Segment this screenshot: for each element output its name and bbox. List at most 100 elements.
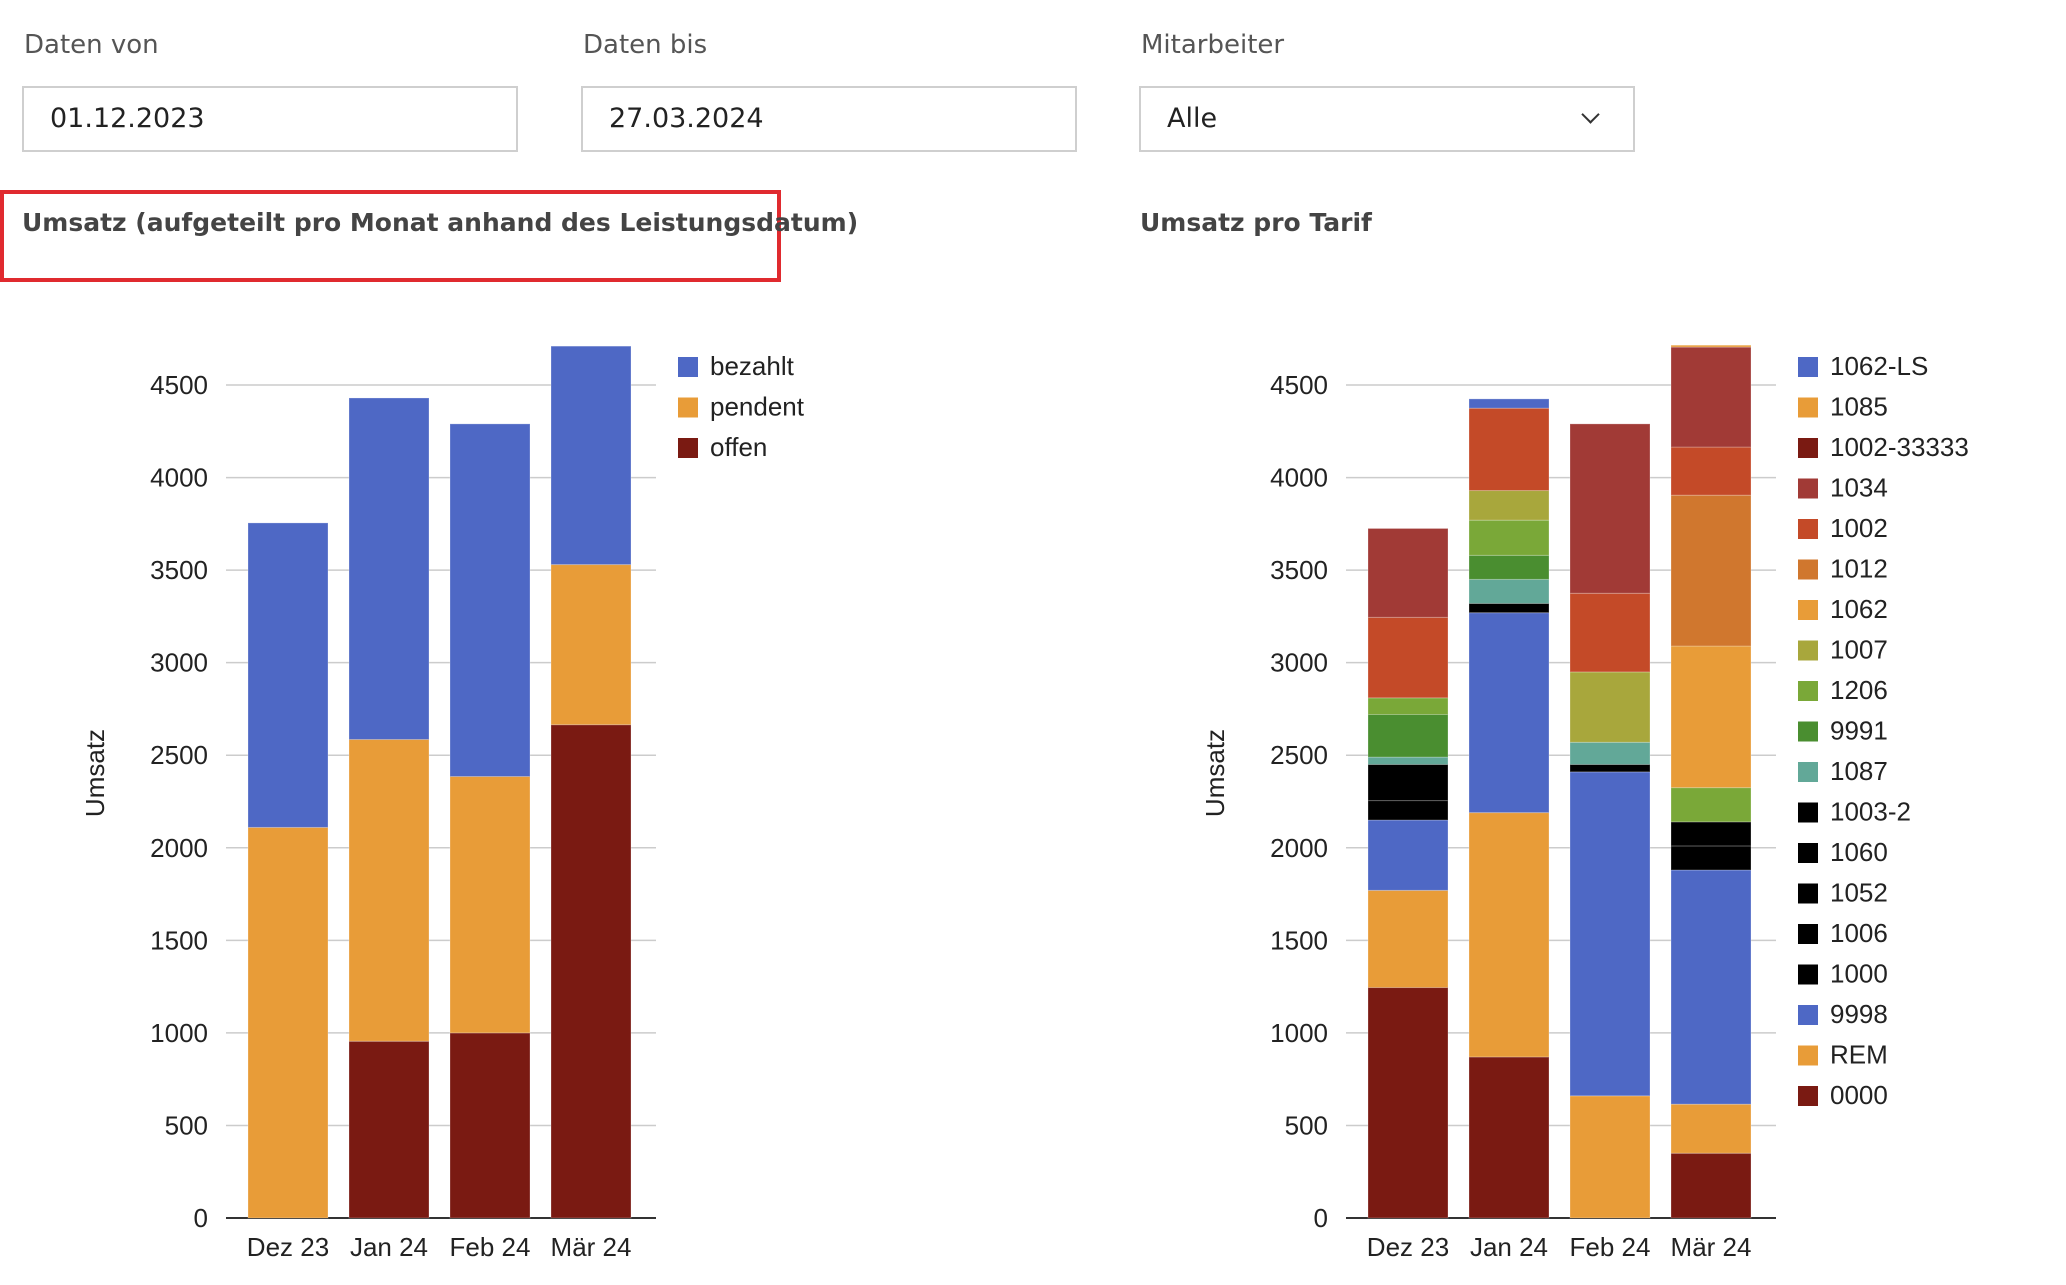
- y-tick-label: 500: [1285, 1110, 1328, 1140]
- legend-label[interactable]: offen: [710, 432, 767, 462]
- bar-segment-bezahlt-Feb-24[interactable]: [449, 423, 531, 778]
- legend-label[interactable]: 1007: [1830, 635, 1888, 665]
- date-to-input[interactable]: [609, 89, 1029, 149]
- legend-swatch: [1798, 519, 1818, 539]
- legend-swatch: [678, 438, 698, 458]
- bar-segment-pendent-Mär-24[interactable]: [550, 564, 632, 726]
- legend-label[interactable]: 1002: [1830, 513, 1888, 543]
- bar-segment-pendent-Feb-24[interactable]: [449, 776, 531, 1034]
- bar-segment-9998-Mär-24[interactable]: [1670, 869, 1752, 1105]
- bar-segment-bezahlt-Mär-24[interactable]: [550, 345, 632, 566]
- legend-label[interactable]: 1062-LS: [1830, 351, 1928, 381]
- legend-label[interactable]: 1003-2: [1830, 797, 1911, 827]
- bar-segment-9998-Jan-24[interactable]: [1468, 612, 1550, 814]
- legend-label[interactable]: 1052: [1830, 878, 1888, 908]
- legend-swatch: [1798, 721, 1818, 742]
- date-from-input[interactable]: [50, 89, 470, 149]
- legend-label[interactable]: 9991: [1830, 716, 1888, 746]
- bar-segment-1062-Mär-24[interactable]: [1670, 645, 1752, 789]
- legend-label[interactable]: 0000: [1830, 1080, 1888, 1110]
- legend-label[interactable]: bezahlt: [710, 351, 795, 381]
- chevron-down-icon: [1581, 105, 1600, 124]
- y-tick-label: 3000: [1270, 648, 1328, 678]
- legend-label[interactable]: 1087: [1830, 756, 1888, 786]
- y-tick-label: 3500: [150, 555, 208, 585]
- bar-segment-9998-Dez-23[interactable]: [1367, 819, 1449, 891]
- bar-segment-9991-Dez-23[interactable]: [1367, 714, 1449, 758]
- bar-segment-1087-Dez-23[interactable]: [1367, 756, 1449, 765]
- legend-label[interactable]: 1062: [1830, 594, 1888, 624]
- bar-segment-bezahlt-Jan-24[interactable]: [348, 397, 430, 740]
- legend-label[interactable]: pendent: [710, 392, 805, 422]
- bar-segment-1087-Jan-24[interactable]: [1468, 578, 1550, 604]
- bar-segment-1003-2-Jan-24[interactable]: [1468, 602, 1550, 614]
- bar-segment-1002-Mär-24[interactable]: [1670, 446, 1752, 496]
- bar-segment-REM-Jan-24[interactable]: [1468, 812, 1550, 1058]
- highlight-box: [0, 190, 781, 282]
- bar-segment-1206-Jan-24[interactable]: [1468, 519, 1550, 556]
- legend-swatch: [1798, 438, 1818, 458]
- bar-segment-9991-Jan-24[interactable]: [1468, 554, 1550, 580]
- bar-segment-1002-Jan-24[interactable]: [1468, 407, 1550, 492]
- legend-label[interactable]: 1006: [1830, 918, 1888, 948]
- legend-label[interactable]: 1012: [1830, 554, 1888, 584]
- employee-select-value: Alle: [1167, 103, 1218, 134]
- legend-label[interactable]: REM: [1830, 1040, 1888, 1070]
- bar-segment-0000-Mär-24[interactable]: [1670, 1152, 1752, 1219]
- bar-segment-1000-Dez-23[interactable]: [1367, 800, 1449, 821]
- bar-segment-REM-Feb-24[interactable]: [1569, 1095, 1651, 1219]
- legend-swatch: [678, 397, 698, 418]
- bar-segment-pendent-Jan-24[interactable]: [348, 739, 430, 1042]
- y-tick-label: 1500: [1270, 925, 1328, 955]
- legend-swatch: [1798, 964, 1818, 985]
- date-from-field[interactable]: [22, 86, 518, 152]
- bar-segment-1000-Mär-24[interactable]: [1670, 845, 1752, 871]
- bar-segment-bezahlt-Dez-23[interactable]: [247, 522, 329, 828]
- legend-swatch: [678, 357, 698, 377]
- legend-label[interactable]: 1060: [1830, 837, 1888, 867]
- bar-segment-1062-LS-Jan-24[interactable]: [1468, 398, 1550, 409]
- bar-segment-1007-Feb-24[interactable]: [1569, 671, 1651, 743]
- y-tick-label: 1000: [1270, 1018, 1328, 1048]
- y-axis-label: Umsatz: [1200, 729, 1230, 817]
- bar-segment-1085-Mär-24[interactable]: [1670, 344, 1752, 348]
- bar-segment-0000-Jan-24[interactable]: [1468, 1056, 1550, 1219]
- bar-segment-1003-2-Mär-24[interactable]: [1670, 821, 1752, 847]
- revenue-chart-title: Umsatz (aufgeteilt pro Monat anhand des …: [22, 208, 859, 237]
- bar-segment-REM-Dez-23[interactable]: [1367, 889, 1449, 989]
- bar-segment-REM-Mär-24[interactable]: [1670, 1103, 1752, 1154]
- bar-segment-1007-Jan-24[interactable]: [1468, 490, 1550, 521]
- legend-label[interactable]: 1034: [1830, 473, 1888, 503]
- bar-segment-1012-Mär-24[interactable]: [1670, 494, 1752, 647]
- bar-segment-1002-Dez-23[interactable]: [1367, 616, 1449, 699]
- employee-select[interactable]: Alle: [1139, 86, 1635, 152]
- legend-label[interactable]: 1085: [1830, 392, 1888, 422]
- y-tick-label: 1500: [150, 925, 208, 955]
- bar-segment-offen-Jan-24[interactable]: [348, 1040, 430, 1219]
- legend-label[interactable]: 1000: [1830, 959, 1888, 989]
- bar-segment-1003-2-Dez-23[interactable]: [1367, 763, 1449, 802]
- bar-segment-1206-Mär-24[interactable]: [1670, 787, 1752, 823]
- legend-swatch: [1798, 559, 1818, 580]
- date-to-field[interactable]: [581, 86, 1077, 152]
- bar-segment-1002-Feb-24[interactable]: [1569, 592, 1651, 673]
- bar-segment-offen-Feb-24[interactable]: [449, 1032, 531, 1219]
- bar-segment-offen-Mär-24[interactable]: [550, 724, 632, 1219]
- legend-label[interactable]: 1206: [1830, 675, 1888, 705]
- legend-swatch: [1798, 802, 1818, 823]
- revenue-by-tariff-chart: 0 500 1000 1500 2000 2500 3000 3500 4000 4500 Umsa…: [1200, 344, 1969, 1262]
- bar-segment-1003-2-Feb-24[interactable]: [1569, 763, 1651, 773]
- bar-segment-1034-Mär-24[interactable]: [1670, 346, 1752, 448]
- legend-swatch: [1798, 924, 1818, 944]
- bar-segment-pendent-Dez-23[interactable]: [247, 826, 329, 1219]
- legend-label[interactable]: 1002-33333: [1830, 432, 1969, 462]
- legend-swatch: [1798, 640, 1818, 661]
- bar-segment-1087-Feb-24[interactable]: [1569, 741, 1651, 765]
- bar-segment-9998-Feb-24[interactable]: [1569, 771, 1651, 1097]
- bar-segment-1034-Feb-24[interactable]: [1569, 423, 1651, 594]
- legend-label[interactable]: 9998: [1830, 999, 1888, 1029]
- bar-segment-0000-Dez-23[interactable]: [1367, 987, 1449, 1219]
- bar-segment-1034-Dez-23[interactable]: [1367, 527, 1449, 618]
- y-tick-label: 4000: [1270, 463, 1328, 493]
- bar-segment-1206-Dez-23[interactable]: [1367, 697, 1449, 716]
